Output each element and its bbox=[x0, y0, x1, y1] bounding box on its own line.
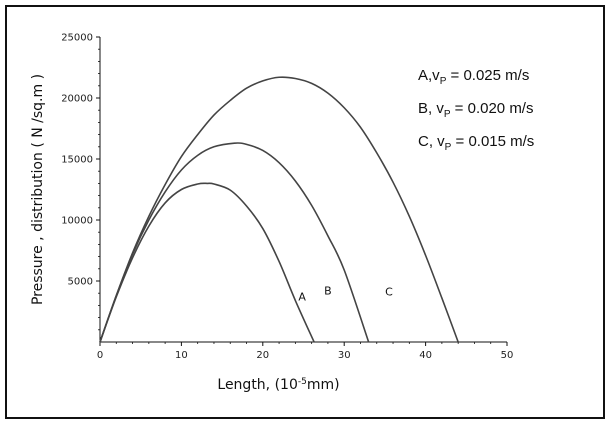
x-tick-label: 0 bbox=[97, 350, 103, 361]
legend-entry: B, vP = 0.020 m/s bbox=[418, 100, 533, 120]
y-tick-label: 20000 bbox=[61, 94, 93, 105]
x-axis-label: Length, (10-5mm) bbox=[217, 377, 339, 393]
legend-entry: C, vP = 0.015 m/s bbox=[418, 133, 534, 153]
x-tick-label: 30 bbox=[338, 350, 351, 361]
x-tick-label: 40 bbox=[419, 350, 432, 361]
curves bbox=[99, 76, 459, 343]
series-B-label: B bbox=[324, 284, 332, 297]
figure-frame: 0 10 20 30 40 50 5000 10000 15000 20000 25000 Lengt… bbox=[5, 5, 605, 419]
y-tick-label: 10000 bbox=[61, 216, 93, 227]
series-C-label: C bbox=[385, 286, 393, 299]
x-tick-label: 50 bbox=[501, 350, 514, 361]
legend-entry: A,vP = 0.025 m/s bbox=[418, 67, 529, 87]
series-B-line bbox=[99, 142, 370, 343]
legend: A,vP = 0.025 m/s B, vP = 0.020 m/s C, vP =… bbox=[418, 67, 534, 153]
y-tick-label: 5000 bbox=[68, 277, 93, 288]
pressure-distribution-chart: 0 10 20 30 40 50 5000 10000 15000 20000 25000 Lengt… bbox=[30, 33, 534, 394]
y-tick-label: 15000 bbox=[61, 155, 93, 166]
series-A-line bbox=[99, 182, 315, 343]
y-axis-label: Pressure , distribution ( N /sq.m ) bbox=[30, 74, 46, 305]
x-tick-label: 10 bbox=[175, 350, 188, 361]
labels: A B C bbox=[298, 284, 393, 303]
x-tick-label: 20 bbox=[256, 350, 269, 361]
axes: 0 10 20 30 40 50 5000 10000 15000 20000 25000 Lengt… bbox=[30, 33, 513, 394]
y-tick-label: 25000 bbox=[61, 33, 93, 44]
series-A-label: A bbox=[298, 291, 306, 304]
series-C-line bbox=[99, 76, 459, 343]
